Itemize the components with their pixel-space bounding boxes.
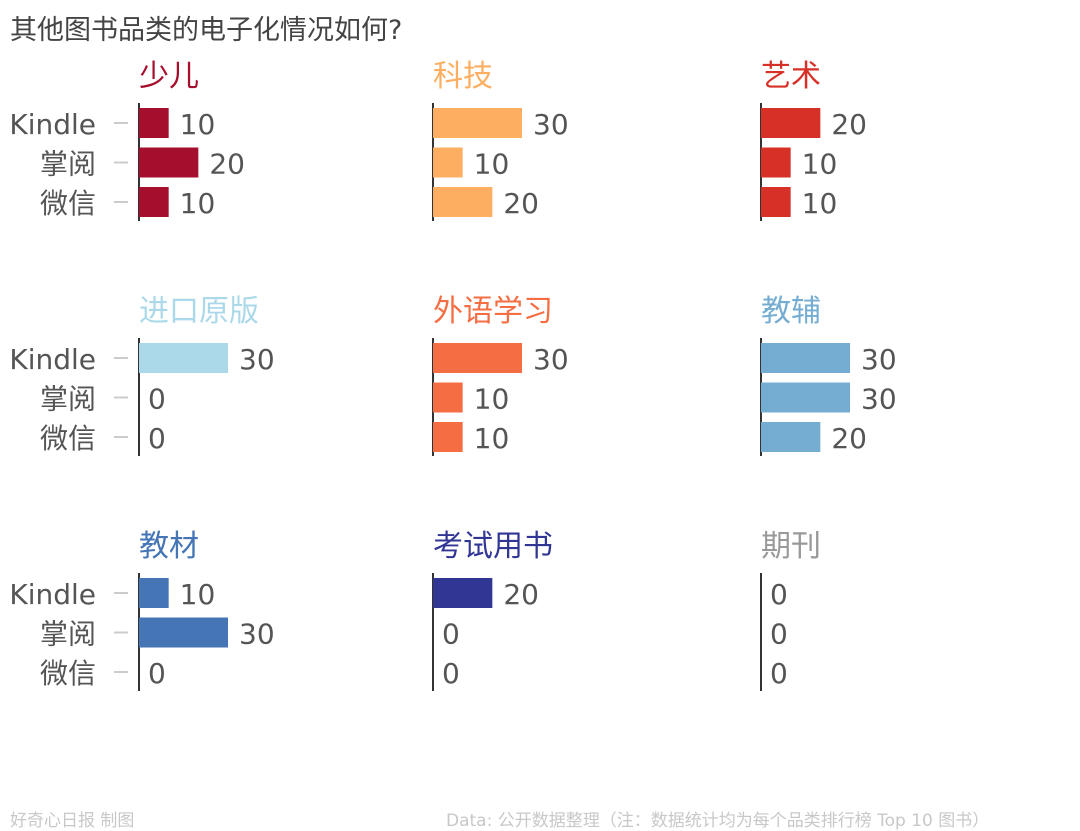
credit-text: 好奇心日报 制图 <box>10 811 135 831</box>
data-label: 30 <box>239 618 275 651</box>
data-label: 0 <box>148 657 166 690</box>
data-label: 30 <box>239 343 275 376</box>
bar <box>433 422 463 452</box>
data-label: 20 <box>209 148 245 181</box>
data-label: 0 <box>148 383 166 416</box>
data-label: 10 <box>180 578 216 611</box>
data-label: 0 <box>148 422 166 455</box>
panel-title: 科技 <box>433 59 493 94</box>
panel-title: 教材 <box>139 529 199 564</box>
panel-title: 考试用书 <box>433 529 553 564</box>
panel-title: 进口原版 <box>139 294 259 329</box>
data-label: 10 <box>474 422 510 455</box>
bar <box>433 578 493 608</box>
chart-area: 少儿 10 Kindle 20 掌阅 10 微信 科技 30 10 20 艺术 20 10 10 进口原版 30… <box>9 59 897 691</box>
data-label: 0 <box>770 657 788 690</box>
data-label: 30 <box>861 343 897 376</box>
bar <box>433 187 493 217</box>
data-label: 30 <box>533 108 569 141</box>
source-note: Data: 公开数据整理（注：数据统计均为每个品类排行榜 Top 10 图书） <box>446 811 990 831</box>
panel-title: 外语学习 <box>433 294 553 329</box>
bar <box>761 422 821 452</box>
bar <box>433 382 463 413</box>
bar <box>433 108 522 138</box>
bar <box>139 108 169 138</box>
panel-title: 期刊 <box>761 529 821 564</box>
data-label: 10 <box>180 108 216 141</box>
data-label: 10 <box>474 383 510 416</box>
bar <box>139 147 199 178</box>
data-label: 20 <box>503 578 539 611</box>
category-label: 掌阅 <box>40 383 96 416</box>
bar <box>761 343 850 373</box>
category-label: 微信 <box>40 657 96 690</box>
chart-title: 其他图书品类的电子化情况如何? <box>10 15 403 46</box>
data-label: 20 <box>503 187 539 220</box>
bar <box>139 617 228 648</box>
data-label: 0 <box>770 618 788 651</box>
category-label: Kindle <box>9 108 96 141</box>
data-label: 0 <box>770 578 788 611</box>
data-label: 10 <box>802 187 838 220</box>
category-label: Kindle <box>9 343 96 376</box>
bar <box>761 187 791 217</box>
category-label: 掌阅 <box>40 148 96 181</box>
category-label: Kindle <box>9 578 96 611</box>
bar <box>433 147 463 178</box>
category-label: 掌阅 <box>40 618 96 651</box>
data-label: 20 <box>831 108 867 141</box>
category-label: 微信 <box>40 422 96 455</box>
bar <box>139 578 169 608</box>
bar <box>761 108 821 138</box>
bar <box>139 187 169 217</box>
panel-title: 教辅 <box>761 294 821 329</box>
panel-title: 艺术 <box>761 59 821 94</box>
bar <box>761 147 791 178</box>
bar <box>139 343 228 373</box>
data-label: 10 <box>802 148 838 181</box>
data-label: 30 <box>861 383 897 416</box>
data-label: 10 <box>474 148 510 181</box>
bar <box>761 382 850 413</box>
data-label: 10 <box>180 187 216 220</box>
panel-title: 少儿 <box>139 59 199 94</box>
bar <box>433 343 522 373</box>
data-label: 0 <box>442 618 460 651</box>
data-label: 0 <box>442 657 460 690</box>
data-label: 30 <box>533 343 569 376</box>
data-label: 20 <box>831 422 867 455</box>
category-label: 微信 <box>40 187 96 220</box>
